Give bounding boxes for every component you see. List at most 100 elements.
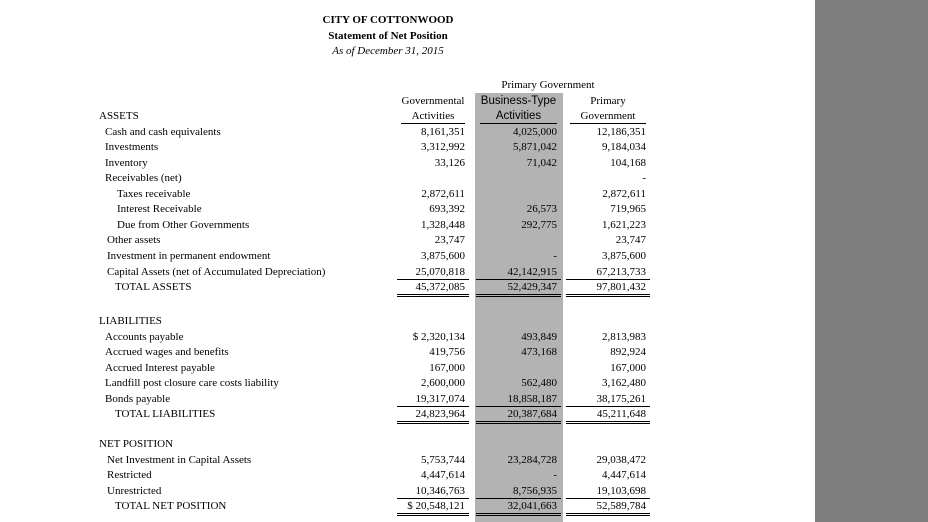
cell-value: 3,162,480 xyxy=(602,377,646,390)
date: As of December 31, 2015 xyxy=(332,45,444,57)
row-label: Taxes receivable xyxy=(117,187,191,200)
total-value: 52,589,784 xyxy=(596,500,647,513)
cell-value: 4,447,614 xyxy=(602,469,646,482)
cell-value: 8,161,351 xyxy=(421,125,465,138)
total-rule xyxy=(397,513,469,517)
cell-value: 4,447,614 xyxy=(421,469,465,482)
cell-value: 67,213,733 xyxy=(596,265,647,278)
subtotal-rule xyxy=(566,498,650,500)
cell-value: 2,813,983 xyxy=(602,330,646,343)
total-value: 45,372,085 xyxy=(415,281,466,294)
total-value: 45,211,648 xyxy=(596,408,646,421)
total-value: 52,429,347 xyxy=(507,281,558,294)
section-title: LIABILITIES xyxy=(99,315,162,327)
cell-value: 167,000 xyxy=(610,361,646,374)
total-rule xyxy=(566,421,650,425)
row-label: Due from Other Governments xyxy=(117,218,250,231)
row-label: Bonds payable xyxy=(105,392,171,405)
row-label: Investment in permanent endowment xyxy=(107,249,271,262)
row-label: Interest Receivable xyxy=(117,203,202,216)
column-shade xyxy=(475,93,563,522)
cell-value: 693,392 xyxy=(429,203,465,216)
cell-value: 19,103,698 xyxy=(596,484,647,497)
cell-value: 104,168 xyxy=(610,156,646,169)
subtotal-rule xyxy=(566,406,650,408)
row-label: Capital Assets (net of Accumulated Depre… xyxy=(107,265,326,278)
cell-value: 8,756,935 xyxy=(513,484,557,497)
column-header: Activities xyxy=(411,110,455,122)
total-value: 20,387,684 xyxy=(507,408,558,421)
header-rule xyxy=(401,123,465,124)
cell-value: 2,600,000 xyxy=(421,377,465,390)
row-label: Unrestricted xyxy=(107,484,162,497)
cell-value: 23,747 xyxy=(615,234,646,247)
total-value: 32,041,663 xyxy=(507,500,558,513)
row-label: Other assets xyxy=(107,234,161,247)
cell-value: 3,875,600 xyxy=(421,249,465,262)
cell-value: 2,872,611 xyxy=(421,187,465,200)
title: CITY OF COTTONWOOD xyxy=(322,14,454,26)
total-label: TOTAL NET POSITION xyxy=(115,500,227,513)
total-value: $ 20,548,121 xyxy=(407,500,465,513)
row-label: Accounts payable xyxy=(105,330,184,343)
cell-value: 2,872,611 xyxy=(602,187,646,200)
cell-value: 12,186,351 xyxy=(596,125,647,138)
cell-value: 25,070,818 xyxy=(415,265,466,278)
cell-value: 167,000 xyxy=(429,361,465,374)
cell-value: 562,480 xyxy=(521,377,557,390)
cell-value: 473,168 xyxy=(521,346,557,359)
subtitle: Statement of Net Position xyxy=(328,30,448,42)
cell-value: 33,126 xyxy=(434,156,465,169)
cell-value: 71,042 xyxy=(526,156,557,169)
total-label: TOTAL LIABILITIES xyxy=(115,408,216,421)
header-rule xyxy=(570,123,646,124)
column-header: Primary xyxy=(590,95,626,107)
total-rule xyxy=(476,513,561,517)
cell-value: 3,312,992 xyxy=(421,141,465,154)
total-rule xyxy=(566,513,650,517)
total-rule xyxy=(397,421,469,425)
cell-value: 719,965 xyxy=(610,203,646,216)
total-label: TOTAL ASSETS xyxy=(115,281,192,294)
total-rule xyxy=(476,294,561,298)
cell-value: 3,875,600 xyxy=(602,249,646,262)
column-header: Business-Type xyxy=(480,95,557,107)
section-title: NET POSITION xyxy=(99,438,174,450)
cell-value: 23,747 xyxy=(434,234,465,247)
cell-value: 19,317,074 xyxy=(415,392,466,405)
subtotal-rule xyxy=(397,498,469,500)
column-header: Governmental xyxy=(401,95,465,107)
cell-value: 292,775 xyxy=(521,218,557,231)
cell-value: - xyxy=(553,469,557,482)
column-header: Government xyxy=(580,110,636,122)
cell-value: 5,753,744 xyxy=(421,453,465,466)
cell-value: 29,038,472 xyxy=(596,453,647,466)
cell-value: 38,175,261 xyxy=(596,392,647,405)
header-rule xyxy=(480,123,557,124)
subtotal-rule xyxy=(397,406,469,408)
subtotal-rule xyxy=(397,279,469,281)
total-value: 24,823,964 xyxy=(415,408,466,421)
cell-value: 419,756 xyxy=(429,346,465,359)
column-group: Primary Government xyxy=(501,79,595,91)
cell-value: 10,346,763 xyxy=(415,484,466,497)
cell-value: - xyxy=(642,172,646,185)
total-rule xyxy=(566,294,650,298)
cell-value: $ 2,320,134 xyxy=(412,330,465,343)
subtotal-rule xyxy=(566,279,650,281)
cell-value: 1,328,448 xyxy=(421,218,465,231)
total-rule xyxy=(476,421,561,425)
row-label: Restricted xyxy=(107,469,152,482)
row-label: Net Investment in Capital Assets xyxy=(107,453,252,466)
subtotal-rule xyxy=(476,498,561,500)
cell-value: 4,025,000 xyxy=(513,125,557,138)
row-label: Landfill post closure care costs liabili… xyxy=(105,377,279,390)
row-label: Cash and cash equivalents xyxy=(105,125,221,138)
total-rule xyxy=(397,294,469,298)
cell-value: 1,621,223 xyxy=(602,218,646,231)
row-label: Accrued Interest payable xyxy=(105,361,215,374)
total-value: 97,801,432 xyxy=(596,281,647,294)
cell-value: 42,142,915 xyxy=(507,265,558,278)
row-label: Investments xyxy=(105,141,159,154)
